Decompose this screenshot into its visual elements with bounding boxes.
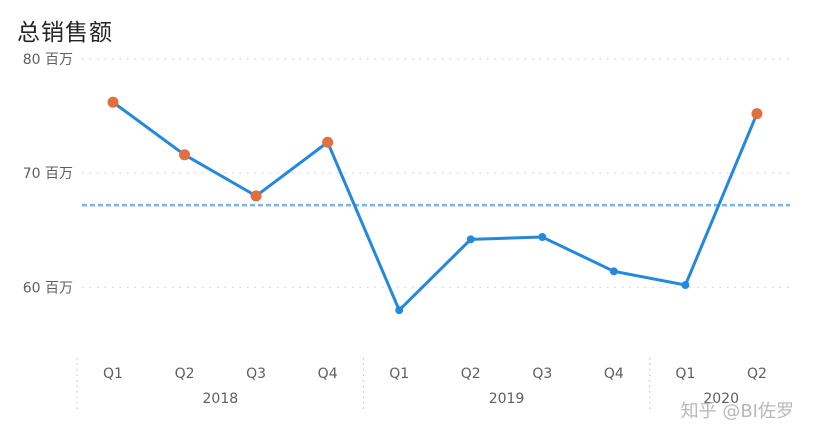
x-axis-ticks: Q1 Q2 Q3 Q4 Q1 Q2 Q3 Q4 Q1 Q2 2018 2019 2020 (76, 358, 767, 412)
data-point (609, 267, 618, 276)
x-group-label: 2019 (489, 391, 525, 407)
y-tick-label: 70 百万 (23, 166, 73, 182)
data-point (395, 306, 404, 315)
grid-lines (82, 58, 790, 288)
x-tick-label: Q2 (461, 366, 481, 382)
y-tick-label: 60 百万 (23, 280, 73, 296)
x-group-label: 2018 (203, 391, 239, 407)
y-tick-label: 80 百万 (23, 52, 73, 68)
x-tick-label: Q2 (175, 366, 195, 382)
chart-title: 总销售额 (17, 20, 113, 46)
x-group-label: 2020 (703, 391, 739, 407)
watermark: 知乎 @BI佐罗 (680, 401, 794, 422)
data-points (107, 96, 763, 315)
x-tick-label: Q4 (318, 366, 338, 382)
x-tick-label: Q3 (532, 366, 552, 382)
x-tick-label: Q4 (604, 366, 624, 382)
data-point (681, 281, 690, 290)
highlighted-data-point (250, 190, 262, 202)
x-tick-label: Q3 (246, 366, 266, 382)
series-line (112, 101, 759, 312)
highlighted-data-point (322, 136, 334, 148)
x-tick-label: Q1 (389, 366, 409, 382)
highlighted-data-point (751, 108, 763, 120)
data-point (538, 233, 547, 242)
x-tick-label: Q1 (675, 366, 695, 382)
highlighted-data-point (179, 149, 191, 161)
y-axis-ticks: 60 百万 70 百万 80 百万 (23, 52, 73, 296)
series-line-layer (112, 101, 759, 312)
data-point (466, 235, 475, 244)
x-tick-label: Q1 (103, 366, 123, 382)
x-tick-label: Q2 (747, 366, 767, 382)
highlighted-data-point (107, 96, 119, 108)
